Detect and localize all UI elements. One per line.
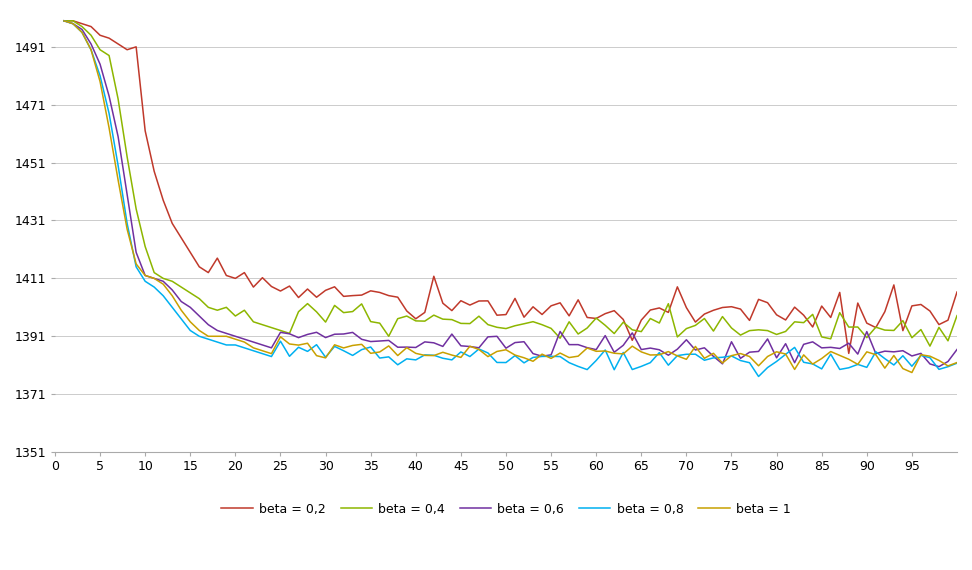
beta = 0,4 [924, 343, 936, 349]
Line: beta = 0,6: beta = 0,6 [64, 21, 957, 367]
beta = 0,6 [879, 348, 890, 355]
beta = 0,8 [888, 361, 900, 368]
beta = 0,2 [915, 301, 926, 308]
beta = 0,6 [229, 333, 241, 340]
beta = 0,8 [915, 352, 926, 359]
beta = 1 [265, 350, 277, 357]
beta = 0,8 [58, 17, 70, 24]
beta = 1 [906, 369, 918, 376]
beta = 0,4 [879, 327, 890, 333]
beta = 1 [58, 17, 70, 24]
Line: beta = 0,2: beta = 0,2 [64, 21, 957, 353]
beta = 0,8 [265, 353, 277, 360]
beta = 0,6 [58, 17, 70, 24]
beta = 0,8 [518, 360, 530, 367]
Line: beta = 0,8: beta = 0,8 [64, 21, 957, 376]
beta = 0,6 [952, 346, 963, 353]
beta = 0,2 [518, 314, 530, 320]
beta = 0,2 [229, 275, 241, 282]
Line: beta = 1: beta = 1 [64, 21, 957, 373]
beta = 0,2 [843, 350, 854, 357]
beta = 0,8 [952, 360, 963, 367]
beta = 0,6 [518, 339, 530, 345]
beta = 0,4 [590, 315, 602, 321]
beta = 0,4 [265, 324, 277, 331]
beta = 1 [915, 351, 926, 358]
beta = 0,6 [590, 346, 602, 353]
beta = 0,4 [58, 17, 70, 24]
beta = 1 [229, 336, 241, 343]
beta = 0,2 [58, 17, 70, 24]
beta = 1 [518, 355, 530, 361]
beta = 0,2 [265, 283, 277, 290]
beta = 0,2 [590, 315, 602, 322]
beta = 0,4 [906, 334, 918, 341]
beta = 0,2 [888, 282, 900, 288]
beta = 0,8 [590, 357, 602, 364]
beta = 1 [879, 365, 890, 372]
beta = 0,6 [265, 344, 277, 351]
beta = 0,4 [952, 312, 963, 319]
beta = 1 [590, 348, 602, 355]
beta = 0,6 [906, 353, 918, 360]
Legend: beta = 0,2, beta = 0,4, beta = 0,6, beta = 0,8, beta = 1: beta = 0,2, beta = 0,4, beta = 0,6, beta… [217, 498, 796, 520]
beta = 0,2 [952, 288, 963, 295]
beta = 0,8 [229, 341, 241, 348]
beta = 0,6 [933, 363, 945, 370]
beta = 1 [952, 359, 963, 366]
Line: beta = 0,4: beta = 0,4 [64, 21, 957, 346]
beta = 0,4 [229, 312, 241, 319]
beta = 0,8 [752, 373, 764, 380]
beta = 0,4 [518, 320, 530, 327]
